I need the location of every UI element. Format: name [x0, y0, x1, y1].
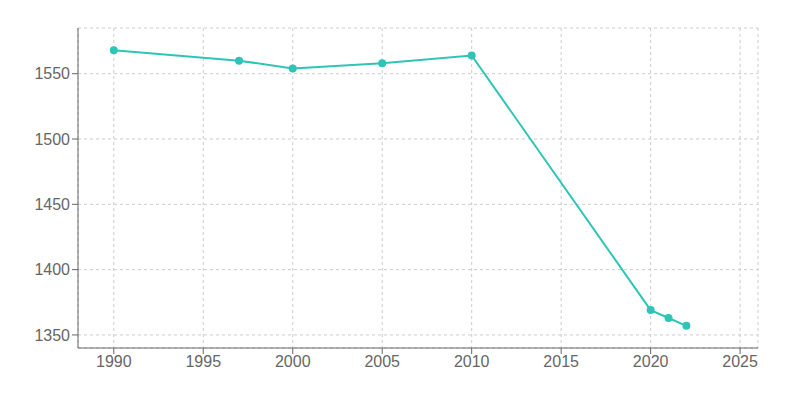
- svg-text:2000: 2000: [275, 353, 311, 370]
- svg-text:1990: 1990: [96, 353, 132, 370]
- svg-text:1995: 1995: [185, 353, 221, 370]
- svg-text:1400: 1400: [34, 261, 70, 278]
- svg-text:2015: 2015: [543, 353, 579, 370]
- svg-text:1450: 1450: [34, 196, 70, 213]
- svg-text:2020: 2020: [633, 353, 669, 370]
- svg-text:1500: 1500: [34, 131, 70, 148]
- svg-text:2025: 2025: [722, 353, 758, 370]
- svg-text:2010: 2010: [454, 353, 490, 370]
- svg-text:1350: 1350: [34, 327, 70, 344]
- svg-text:1550: 1550: [34, 65, 70, 82]
- svg-text:2005: 2005: [364, 353, 400, 370]
